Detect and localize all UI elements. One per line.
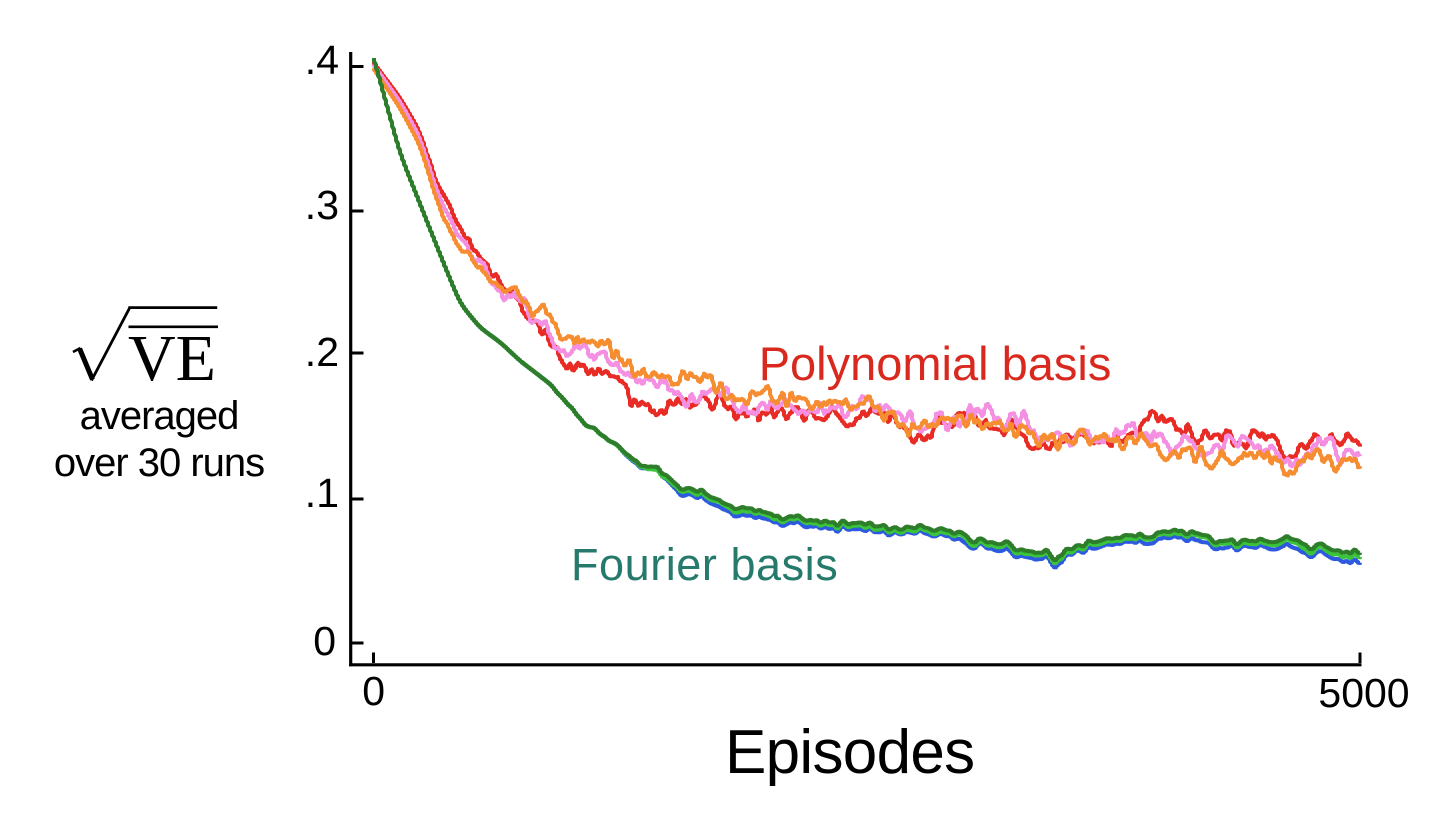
- svg-text:VE: VE: [128, 322, 216, 395]
